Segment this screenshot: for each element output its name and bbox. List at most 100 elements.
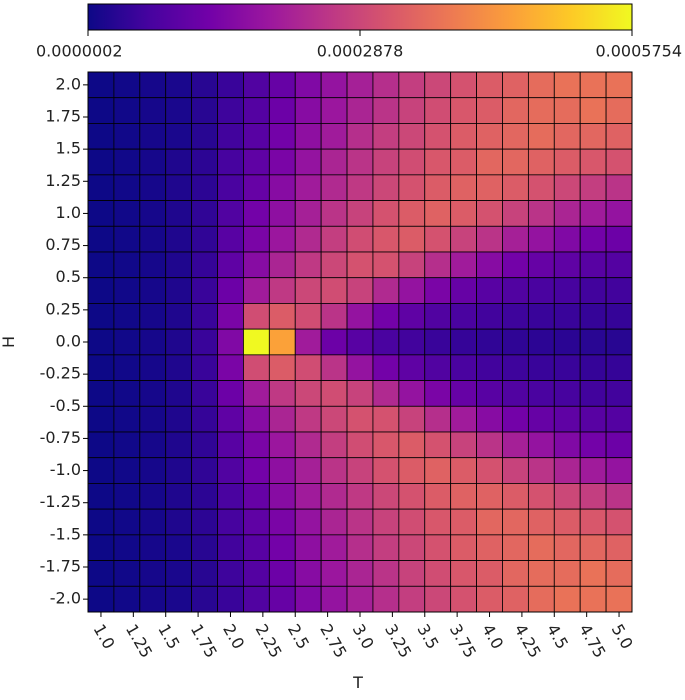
heatmap-cell bbox=[165, 225, 193, 253]
heatmap-cell bbox=[372, 380, 400, 407]
y-tick-label: -1.75 bbox=[40, 557, 81, 576]
heatmap-cell bbox=[398, 431, 426, 459]
heatmap-cell bbox=[87, 354, 115, 381]
heatmap-cell bbox=[346, 97, 374, 124]
heatmap-cell bbox=[243, 431, 270, 459]
heatmap-cell bbox=[191, 123, 218, 150]
heatmap-cell bbox=[398, 277, 426, 304]
heatmap-cell bbox=[450, 328, 477, 356]
x-tick-label: 3.75 bbox=[446, 621, 480, 661]
heatmap-cell bbox=[502, 508, 529, 536]
heatmap-cell bbox=[243, 123, 270, 150]
heatmap-cell bbox=[476, 405, 503, 433]
heatmap-cell bbox=[553, 354, 581, 381]
heatmap-cell bbox=[191, 97, 218, 124]
heatmap-cell bbox=[346, 303, 374, 330]
heatmap-cell bbox=[398, 123, 426, 150]
heatmap-cell bbox=[113, 483, 141, 510]
heatmap-cell bbox=[191, 328, 218, 356]
heatmap-cell bbox=[139, 277, 167, 304]
heatmap-cell bbox=[139, 251, 167, 279]
heatmap-cell bbox=[113, 71, 141, 99]
heatmap-cell bbox=[191, 508, 218, 536]
heatmap-cell bbox=[268, 560, 296, 587]
heatmap-cell bbox=[113, 560, 141, 587]
heatmap-cell bbox=[320, 148, 348, 176]
heatmap-cell bbox=[243, 380, 270, 407]
heatmap-cell bbox=[217, 174, 244, 201]
heatmap-cell bbox=[113, 123, 141, 150]
heatmap-cell bbox=[553, 123, 581, 150]
heatmap-cell bbox=[268, 354, 296, 381]
heatmap-cell bbox=[268, 225, 296, 253]
heatmap-cell bbox=[191, 405, 218, 433]
heatmap-cell bbox=[113, 251, 141, 279]
heatmap-cell bbox=[398, 457, 426, 484]
heatmap-cell bbox=[139, 508, 167, 536]
heatmap-cell bbox=[579, 200, 607, 227]
heatmap-cell bbox=[268, 380, 296, 407]
heatmap-cell bbox=[320, 71, 348, 99]
heatmap-cell bbox=[346, 225, 374, 253]
heatmap-cell bbox=[268, 585, 296, 613]
heatmap-cell bbox=[553, 277, 581, 304]
heatmap-cell bbox=[320, 405, 348, 433]
heatmap-cell bbox=[527, 174, 555, 201]
heatmap-cell bbox=[165, 200, 193, 227]
heatmap-cell bbox=[579, 148, 607, 176]
heatmap-cell bbox=[217, 354, 244, 381]
y-tick-label: 0.75 bbox=[45, 235, 81, 254]
heatmap-cell bbox=[372, 354, 400, 381]
x-tick-label: 2.5 bbox=[284, 621, 313, 653]
heatmap-cell bbox=[294, 405, 322, 433]
heatmap-cell bbox=[243, 328, 270, 356]
y-tick-label: 1.0 bbox=[56, 203, 81, 222]
heatmap-cell bbox=[268, 483, 296, 510]
heatmap-cell bbox=[424, 508, 452, 536]
heatmap-cell bbox=[605, 174, 633, 201]
heatmap-cell bbox=[320, 585, 348, 613]
heatmap-cell bbox=[268, 71, 296, 99]
x-tick-label: 1.75 bbox=[187, 621, 221, 661]
heatmap-cell bbox=[605, 123, 633, 150]
heatmap-cell bbox=[424, 328, 452, 356]
heatmap-cell bbox=[450, 585, 477, 613]
heatmap-cell bbox=[372, 457, 400, 484]
heatmap-cell bbox=[165, 251, 193, 279]
heatmap-cell bbox=[553, 97, 581, 124]
colorbar-tick-label: 0.0002878 bbox=[317, 42, 404, 61]
heatmap-cell bbox=[191, 585, 218, 613]
heatmap-cell bbox=[346, 71, 374, 99]
heatmap-cell bbox=[450, 200, 477, 227]
y-tick-label: -1.25 bbox=[40, 492, 81, 511]
heatmap-cell bbox=[139, 405, 167, 433]
heatmap-cell bbox=[398, 585, 426, 613]
heatmap-cell bbox=[243, 560, 270, 587]
heatmap-cell bbox=[398, 560, 426, 587]
heatmap-cell bbox=[243, 483, 270, 510]
heatmap-cell bbox=[87, 71, 115, 99]
heatmap-cell bbox=[113, 431, 141, 459]
heatmap-cell bbox=[502, 123, 529, 150]
heatmap-cell bbox=[217, 251, 244, 279]
heatmap-cell bbox=[579, 483, 607, 510]
heatmap-cell bbox=[320, 328, 348, 356]
heatmap-cell bbox=[527, 71, 555, 99]
heatmap-cell bbox=[398, 405, 426, 433]
heatmap-cell bbox=[191, 560, 218, 587]
heatmap-cell bbox=[553, 560, 581, 587]
y-tick-label: 1.75 bbox=[45, 107, 81, 126]
heatmap-cell bbox=[113, 303, 141, 330]
heatmap-cell bbox=[243, 97, 270, 124]
heatmap-cell bbox=[476, 483, 503, 510]
heatmap-cell bbox=[502, 328, 529, 356]
heatmap-cell bbox=[217, 405, 244, 433]
heatmap-cell bbox=[502, 225, 529, 253]
heatmap-cell bbox=[217, 457, 244, 484]
heatmap-cell bbox=[476, 148, 503, 176]
heatmap-cell bbox=[605, 251, 633, 279]
heatmap-cell bbox=[243, 457, 270, 484]
heatmap-cell bbox=[294, 251, 322, 279]
heatmap-cell bbox=[527, 328, 555, 356]
heatmap-cell bbox=[217, 431, 244, 459]
